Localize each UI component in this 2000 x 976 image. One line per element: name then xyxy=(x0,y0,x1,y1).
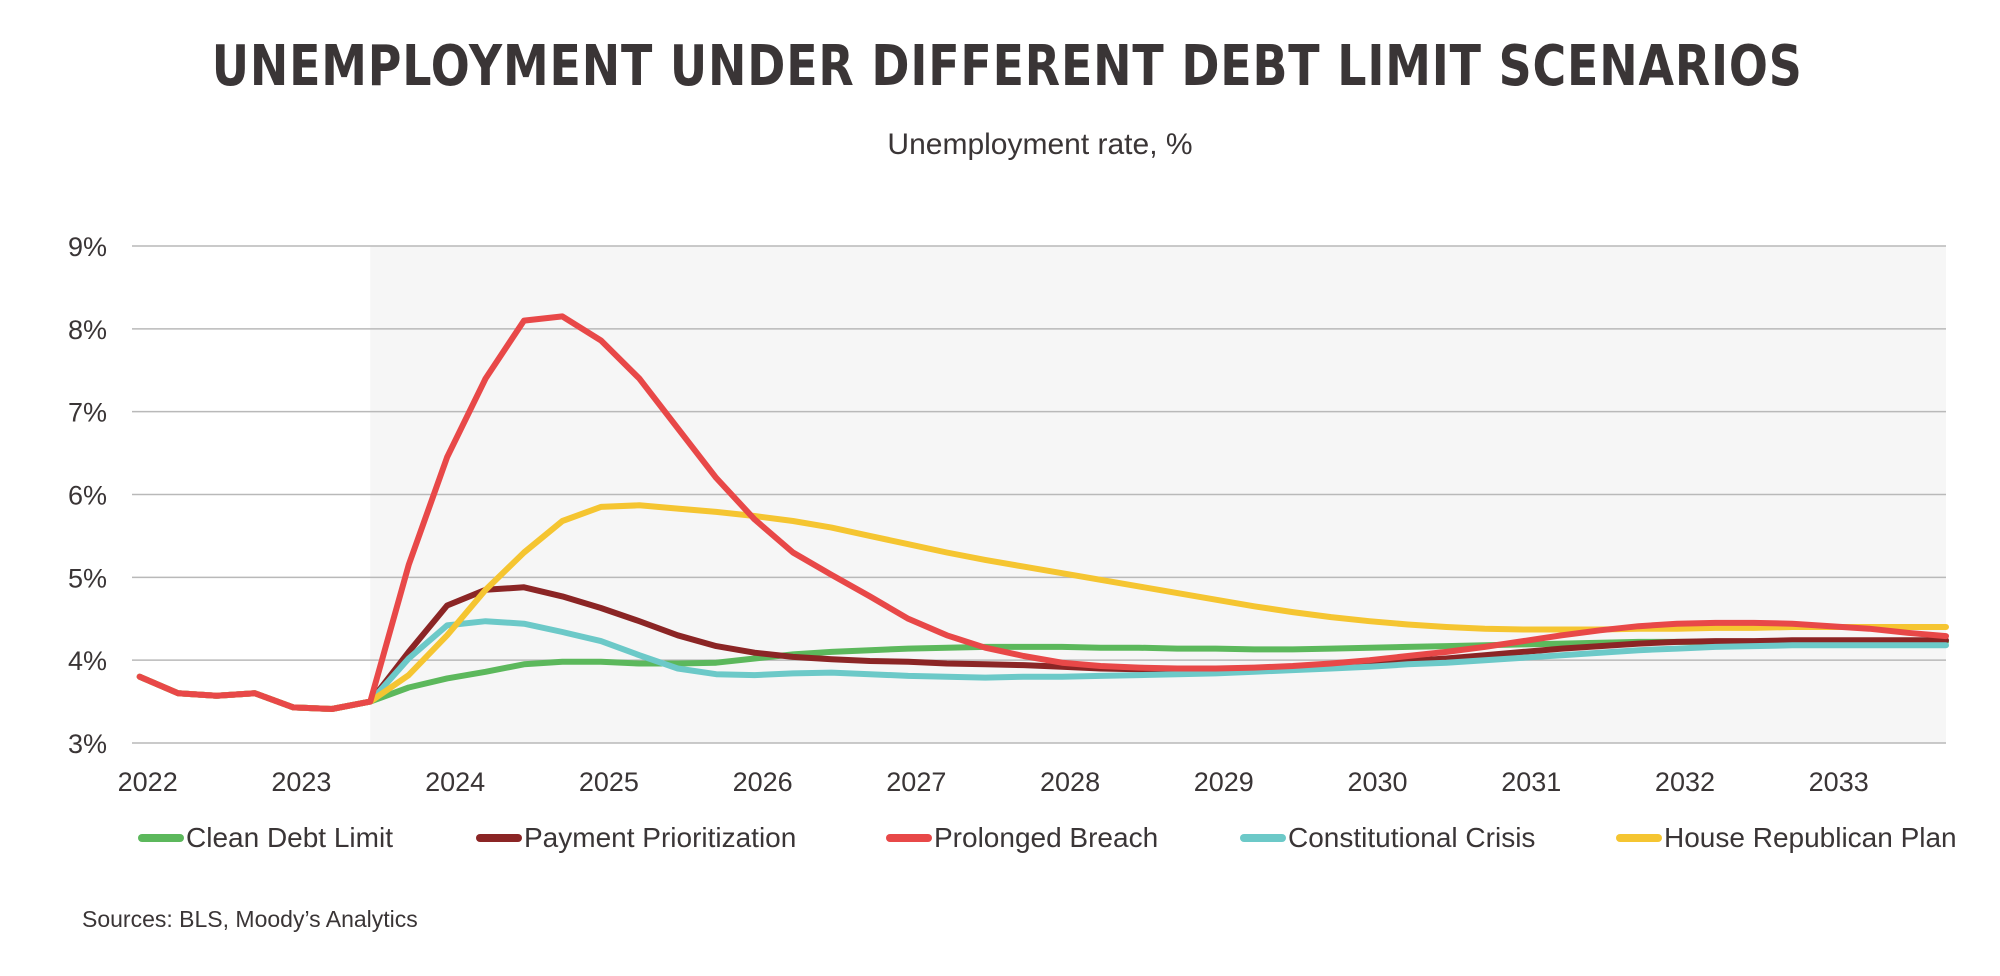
x-tick-label: 2030 xyxy=(1347,767,1407,797)
legend-item: Payment Prioritization xyxy=(476,818,796,858)
legend-item: Constitutional Crisis xyxy=(1240,818,1535,858)
series-line-constitutional-crisis xyxy=(136,618,1949,712)
y-tick-label: 4% xyxy=(68,646,107,676)
x-tick-label: 2026 xyxy=(733,767,793,797)
x-tick-label: 2029 xyxy=(1194,767,1254,797)
legend-label: Clean Debt Limit xyxy=(186,822,393,853)
x-tick-label: 2031 xyxy=(1501,767,1561,797)
chart-title: UNEMPLOYMENT UNDER DIFFERENT DEBT LIMIT … xyxy=(211,34,1803,99)
x-tick-label: 2022 xyxy=(118,767,178,797)
y-tick-label: 6% xyxy=(68,481,107,511)
x-tick-label: 2024 xyxy=(425,767,485,797)
y-tick-label: 9% xyxy=(68,232,107,262)
legend-label: Constitutional Crisis xyxy=(1288,822,1536,853)
series-line-prolonged-breach xyxy=(136,313,1949,712)
x-tick-label: 2027 xyxy=(886,767,946,797)
legend-item: House Republican Plan xyxy=(1616,818,1957,858)
legend-swatch xyxy=(476,834,522,842)
legend-item: Prolonged Breach xyxy=(886,818,1158,858)
x-tick-label: 2025 xyxy=(579,767,639,797)
legend-swatch xyxy=(138,834,184,842)
chart-legend: Clean Debt Limit Payment Prioritization Pr… xyxy=(138,818,1957,858)
x-tick-label: 2033 xyxy=(1809,767,1869,797)
y-tick-label: 8% xyxy=(68,315,107,345)
chart-subtitle: Unemployment rate, % xyxy=(887,128,1193,161)
series-line-payment-prioritization xyxy=(136,584,1949,712)
x-tick-label: 2032 xyxy=(1655,767,1715,797)
legend-swatch xyxy=(886,834,932,842)
legend-item: Clean Debt Limit xyxy=(138,818,393,858)
y-tick-label: 3% xyxy=(68,729,107,759)
x-tick-label: 2023 xyxy=(271,767,331,797)
sources-note: Sources: BLS, Moody’s Analytics xyxy=(82,906,418,932)
y-tick-label: 7% xyxy=(68,398,107,428)
legend-swatch xyxy=(1616,834,1662,842)
legend-label: Payment Prioritization xyxy=(524,822,797,853)
x-tick-label: 2028 xyxy=(1040,767,1100,797)
y-tick-label: 5% xyxy=(68,563,107,593)
legend-label: House Republican Plan xyxy=(1664,822,1957,853)
legend-label: Prolonged Breach xyxy=(934,822,1159,853)
legend-swatch xyxy=(1240,834,1286,842)
